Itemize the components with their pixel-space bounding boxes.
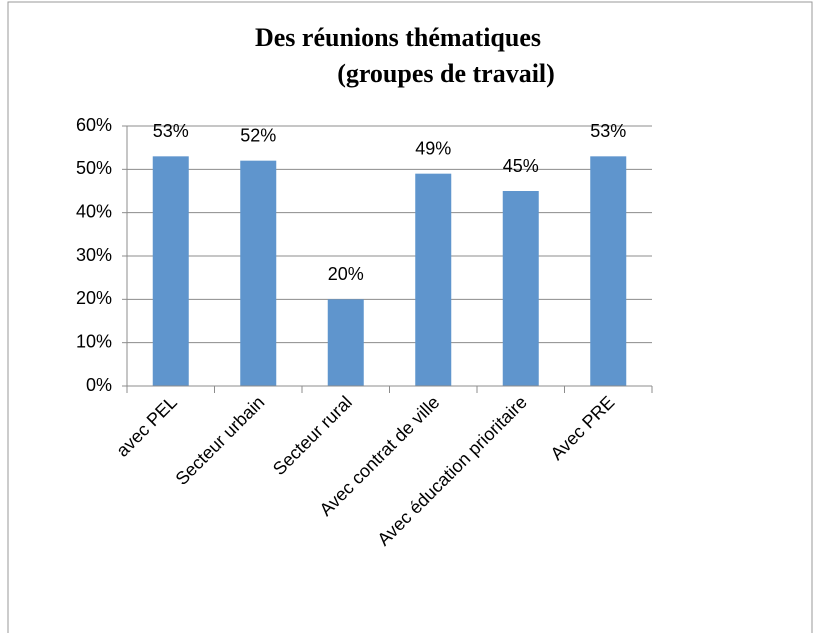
- y-tick-label: 10%: [76, 331, 112, 351]
- chart-title: Des réunions thématiques: [255, 23, 541, 52]
- data-label: 49%: [415, 138, 451, 158]
- x-tick-label: Secteur urbain: [172, 392, 269, 489]
- bar: [415, 173, 452, 386]
- y-tick-label: 20%: [76, 288, 112, 308]
- data-label: 53%: [153, 121, 189, 141]
- bar: [240, 160, 277, 386]
- data-label: 53%: [590, 121, 626, 141]
- y-tick-label: 40%: [76, 201, 112, 221]
- bar: [590, 156, 627, 386]
- bar: [502, 191, 539, 386]
- x-tick-label: avec PEL: [112, 392, 181, 461]
- bar: [327, 299, 364, 386]
- chart-frame: [7, 1, 813, 633]
- x-tick-label: Avec éducation prioritaire: [373, 392, 531, 550]
- y-tick-label: 30%: [76, 245, 112, 265]
- chart-title: (groupes de travail): [337, 59, 555, 88]
- x-tick-label: Secteur rural: [269, 392, 356, 479]
- data-label: 45%: [503, 156, 539, 176]
- data-label: 20%: [328, 264, 364, 284]
- data-label: 52%: [240, 125, 276, 145]
- y-tick-label: 50%: [76, 158, 112, 178]
- x-tick-label: Avec PRE: [547, 392, 619, 464]
- bar: [152, 156, 189, 386]
- y-tick-label: 0%: [86, 375, 112, 395]
- y-tick-label: 60%: [76, 115, 112, 135]
